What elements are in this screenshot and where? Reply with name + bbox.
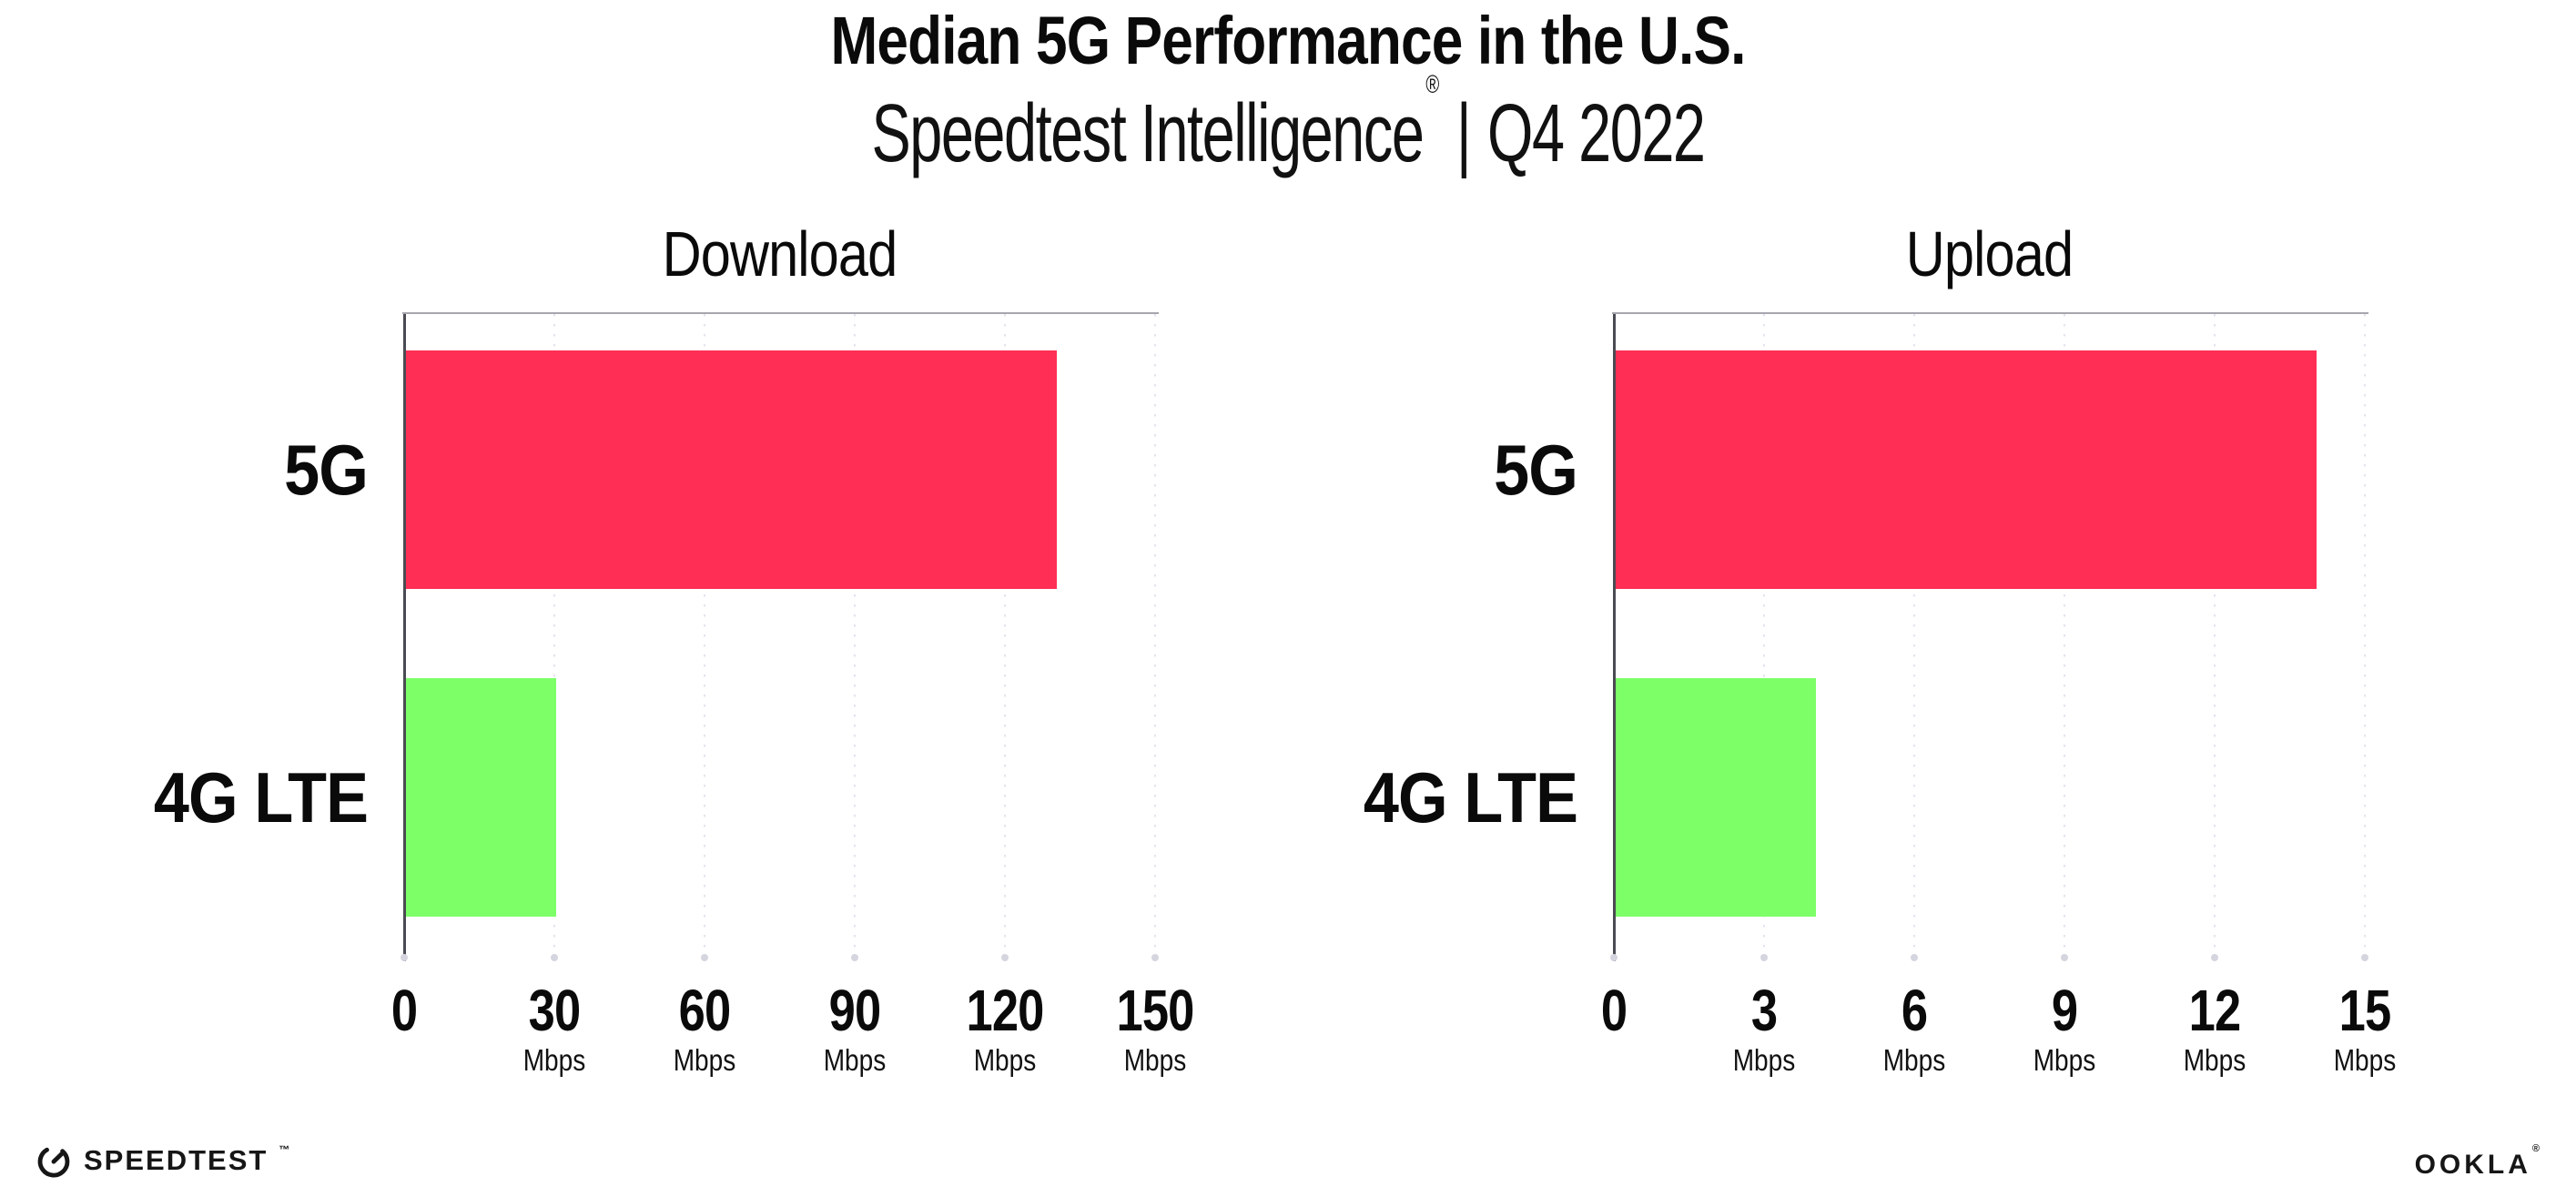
tick-unit: Mbps [1123, 1043, 1187, 1077]
x-axis-line [1612, 312, 2368, 314]
x-tick: 15 Mbps [2228, 981, 2501, 1077]
gridline [1154, 314, 1156, 959]
x-tick: 150 Mbps [1019, 981, 1292, 1077]
subtitle-period: Q4 2022 [1487, 88, 1706, 179]
category-label-4g-lte: 4G LTE [1363, 757, 1578, 837]
gridline [854, 314, 856, 959]
ookla-wordmark: OOKLA [2414, 1150, 2531, 1180]
gridline [553, 314, 555, 959]
x-axis-line [402, 312, 1159, 314]
tick-unit: Mbps [1882, 1043, 1946, 1077]
speedtest-wordmark: SPEEDTEST [84, 1144, 269, 1176]
tick-unit: Mbps [973, 1043, 1037, 1077]
tick-value: 6 [1901, 978, 1928, 1043]
category-label-5g: 5G [284, 430, 369, 510]
tick-unit: Mbps [823, 1043, 887, 1077]
y-axis-line [403, 314, 406, 961]
registered-mark: ® [1425, 70, 1440, 98]
axis-tick-dot [1760, 954, 1768, 961]
trademark-mark: ™ [279, 1143, 290, 1156]
tick-unit: Mbps [673, 1043, 736, 1077]
tick-value: 0 [1600, 978, 1628, 1043]
tick-value: 30 [528, 978, 582, 1043]
tick-value: 150 [1116, 978, 1194, 1043]
upload-chart-title: Upload [1905, 218, 2074, 289]
gridline [2364, 314, 2366, 959]
gridline [704, 314, 705, 959]
gridline [2214, 314, 2216, 959]
x-tick: 0 [268, 981, 541, 1044]
axis-tick-dot [401, 954, 408, 961]
x-tick: 9 Mbps [1928, 981, 2201, 1077]
category-label-5g: 5G [1494, 430, 1578, 510]
gridline [2064, 314, 2065, 959]
speedtest-logo: SPEEDTEST ™ [33, 1140, 289, 1182]
tick-unit: Mbps [2333, 1043, 2397, 1077]
tick-value: 3 [1750, 978, 1778, 1043]
axis-tick-dot [1001, 954, 1009, 961]
gridline [1913, 314, 1915, 959]
speedtest-gauge-icon [37, 1147, 70, 1178]
ookla-logo: OOKLA® [2414, 1143, 2543, 1181]
tick-unit: Mbps [522, 1043, 586, 1077]
axis-tick-dot [551, 954, 558, 961]
category-label-4g-lte: 4G LTE [153, 757, 369, 837]
tick-value: 60 [678, 978, 732, 1043]
gridline [1004, 314, 1006, 959]
registered-mark: ® [2531, 1143, 2543, 1154]
tick-unit: Mbps [2033, 1043, 2096, 1077]
download-chart: Download 5G 4G LTE 0 30 Mbps 60 Mbps [154, 221, 1194, 1077]
axis-tick-dot [2211, 954, 2218, 961]
axis-tick-dot [2361, 954, 2368, 961]
tick-value: 90 [828, 978, 882, 1043]
page-title: Median 5G Performance in the U.S. [830, 3, 1746, 78]
x-tick: 60 Mbps [568, 981, 841, 1077]
subtitle-brand: Speedtest Intelligence [871, 88, 1424, 179]
tick-value: 15 [2338, 978, 2392, 1043]
download-chart-title: Download [662, 218, 898, 289]
x-tick: 90 Mbps [718, 981, 991, 1077]
axis-tick-dot [701, 954, 708, 961]
x-tick: 6 Mbps [1778, 981, 2051, 1077]
bar-5g-upload [1616, 350, 2317, 589]
bar-4g-lte-download [406, 678, 556, 917]
y-axis-line [1613, 314, 1616, 961]
bar-4g-lte-upload [1616, 678, 1816, 917]
x-tick: 0 [1477, 981, 1750, 1044]
tick-unit: Mbps [2183, 1043, 2246, 1077]
tick-value: 12 [2188, 978, 2242, 1043]
bar-5g-download [406, 350, 1057, 589]
tick-value: 9 [2051, 978, 2078, 1043]
subtitle-separator: | [1455, 88, 1472, 179]
axis-tick-dot [1151, 954, 1159, 961]
upload-chart: Upload 5G 4G LTE 0 3 Mbps 6 Mbps [1364, 221, 2396, 1077]
x-tick: 12 Mbps [2078, 981, 2351, 1077]
page-subtitle: Speedtest Intelligence® | Q4 2022 [360, 70, 2216, 181]
x-tick: 30 Mbps [418, 981, 691, 1077]
tick-value: 120 [966, 978, 1044, 1043]
axis-tick-dot [1911, 954, 1918, 961]
axis-tick-dot [2061, 954, 2068, 961]
tick-value: 0 [390, 978, 418, 1043]
x-tick: 3 Mbps [1628, 981, 1901, 1077]
tick-unit: Mbps [1732, 1043, 1796, 1077]
axis-tick-dot [851, 954, 858, 961]
x-tick: 120 Mbps [868, 981, 1141, 1077]
axis-tick-dot [1610, 954, 1618, 961]
gridline [1763, 314, 1765, 959]
